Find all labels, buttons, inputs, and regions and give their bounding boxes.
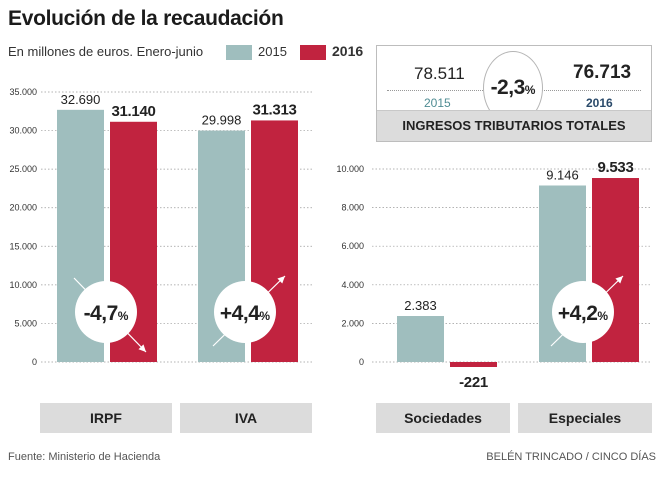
bar-sociedades-2016 [450, 362, 497, 367]
legend-swatch-2016 [300, 45, 326, 60]
legend-swatch-2015 [226, 45, 252, 60]
change-number-irpf: -4,7 [84, 302, 118, 325]
y-tick-label-0-5: 25.000 [9, 164, 37, 174]
legend-label-2015: 2015 [258, 44, 287, 59]
chart-subtitle: En millones de euros. Enero-junio [8, 44, 204, 59]
source-note: Fuente: Ministerio de Hacienda [8, 451, 161, 463]
value-label-irpf-2015: 32.690 [61, 92, 101, 107]
category-label-irpf: IRPF [40, 403, 172, 433]
total-2015-value: 78.511 [414, 64, 465, 83]
y-tick-label-1-1: 2.000 [341, 318, 364, 328]
y-tick-label-1-0: 0 [359, 357, 364, 367]
y-tick-label-1-4: 8.000 [341, 203, 364, 213]
y-tick-label-0-7: 35.000 [9, 87, 37, 97]
value-label-sociedades-2015: 2.383 [404, 298, 437, 313]
change-number-especiales: +4,2 [558, 302, 597, 325]
author-credit: BELÉN TRINCADO / CINCO DÍAS [486, 451, 656, 463]
total-change-unit: % [524, 83, 536, 97]
value-label-iva-2016: 31.313 [252, 101, 296, 118]
y-tick-label-0-1: 5.000 [14, 318, 37, 328]
bar-sociedades-2015 [397, 316, 444, 362]
totals-label: INGRESOS TRIBUTARIOS TOTALES [377, 110, 651, 141]
value-label-iva-2015: 29.998 [202, 113, 242, 128]
total-change-number: -2,3 [490, 76, 526, 99]
total-2016-year: 2016 [586, 96, 613, 110]
y-tick-label-0-3: 15.000 [9, 241, 37, 251]
y-tick-label-1-5: 10.000 [336, 164, 364, 174]
change-arrow-head-especiales [615, 276, 623, 284]
change-unit-irpf: % [118, 309, 129, 323]
total-2015-year: 2015 [424, 96, 451, 110]
change-number-iva: +4,4 [220, 302, 260, 325]
change-unit-especiales: % [597, 309, 608, 323]
value-label-especiales-2015: 9.146 [546, 167, 579, 182]
y-tick-label-1-3: 6.000 [341, 241, 364, 251]
category-label-especiales: Especiales [518, 403, 652, 433]
total-2016-value: 76.713 [573, 62, 632, 83]
y-tick-label-0-0: 0 [32, 357, 37, 367]
change-unit-iva: % [259, 309, 270, 323]
category-label-iva: IVA [180, 403, 312, 433]
category-label-sociedades: Sociedades [376, 403, 510, 433]
change-badge-iva [214, 281, 276, 343]
change-label-irpf: -4,7% [84, 302, 129, 325]
y-tick-label-0-2: 10.000 [9, 280, 37, 290]
totals-panel: 78.511 76.713 2015 2016 -2,3% INGRESOS T… [376, 45, 652, 142]
change-badge-irpf [75, 281, 137, 343]
value-label-sociedades-2016: -221 [459, 374, 488, 391]
change-arrow-head-irpf [138, 344, 146, 352]
change-label-iva: +4,4% [220, 302, 270, 325]
change-badge-especiales [552, 281, 614, 343]
change-label-especiales: +4,2% [558, 302, 608, 325]
y-tick-label-1-2: 4.000 [341, 280, 364, 290]
value-label-irpf-2016: 31.140 [111, 103, 155, 120]
chart-title: Evolución de la recaudación [8, 7, 284, 30]
y-tick-label-0-6: 30.000 [9, 126, 37, 136]
change-arrow-head-iva [277, 276, 285, 284]
y-tick-label-0-4: 20.000 [9, 203, 37, 213]
value-label-especiales-2016: 9.533 [597, 159, 633, 176]
legend-label-2016: 2016 [332, 43, 364, 59]
